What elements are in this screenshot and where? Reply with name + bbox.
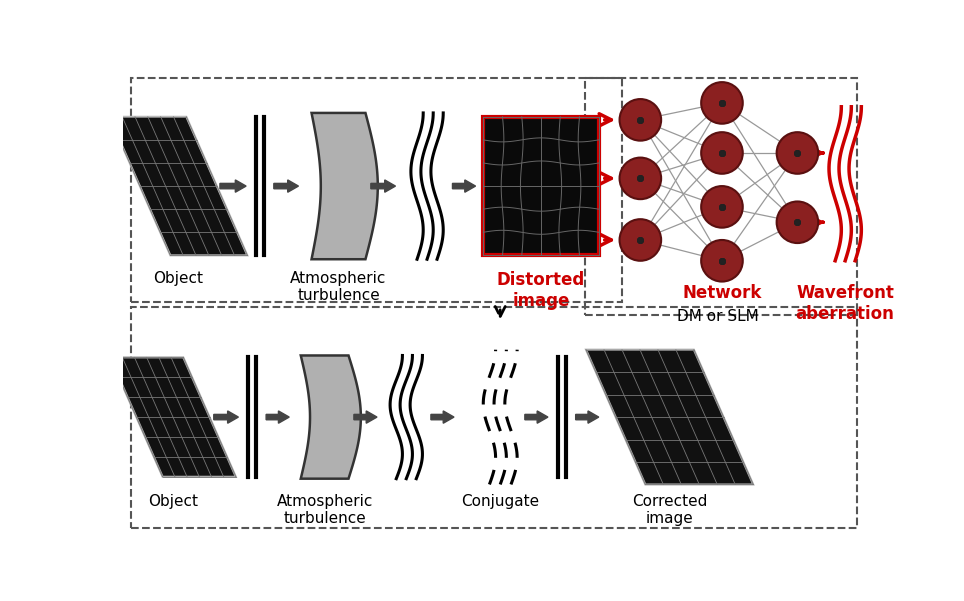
Polygon shape [301,355,361,478]
Polygon shape [354,411,377,423]
Polygon shape [586,350,753,484]
Point [790,218,805,227]
Polygon shape [220,180,246,192]
Text: DM or SLM: DM or SLM [678,310,759,325]
Point [714,256,730,266]
Point [632,235,648,245]
Polygon shape [311,113,378,259]
Text: Distorted
image: Distorted image [496,271,585,310]
Circle shape [701,186,742,228]
Point [632,235,648,245]
Point [790,148,805,158]
Point [714,202,730,212]
Text: Corrected
image: Corrected image [632,494,708,526]
Point [714,256,730,266]
Point [714,202,730,212]
Polygon shape [110,358,236,477]
Point [714,256,730,266]
Point [632,235,648,245]
Point [632,174,648,183]
Point [632,174,648,183]
Point [714,202,730,212]
Point [790,218,805,227]
Point [790,148,805,158]
Circle shape [701,132,742,174]
Circle shape [620,157,661,199]
Point [714,98,730,108]
Polygon shape [109,117,248,255]
Bar [483,117,599,255]
Circle shape [777,201,818,243]
Point [714,98,730,108]
Point [714,148,730,158]
Text: Wavefront
aberration: Wavefront aberration [795,284,895,323]
Point [632,235,648,245]
Point [632,174,648,183]
Text: Atmospheric
turbulence: Atmospheric turbulence [290,271,387,303]
Text: Network: Network [683,284,762,302]
Point [714,98,730,108]
Point [790,218,805,227]
Point [714,202,730,212]
Point [714,202,730,212]
Text: Object: Object [147,494,198,509]
Point [714,98,730,108]
Polygon shape [266,411,289,423]
Point [714,148,730,158]
Polygon shape [431,411,454,423]
Circle shape [620,219,661,261]
Point [714,148,730,158]
Circle shape [701,82,742,124]
Point [714,256,730,266]
Polygon shape [371,180,395,192]
Polygon shape [524,411,548,423]
Circle shape [701,240,742,281]
Text: Object: Object [153,271,203,286]
Point [790,148,805,158]
Polygon shape [214,411,238,423]
Point [632,115,648,124]
Point [714,148,730,158]
Text: Conjugate: Conjugate [461,494,539,509]
Point [714,256,730,266]
Circle shape [620,99,661,141]
Point [714,148,730,158]
Polygon shape [274,180,299,192]
Point [790,218,805,227]
Circle shape [777,132,818,174]
Point [714,98,730,108]
Point [632,115,648,124]
Text: Atmospheric
turbulence: Atmospheric turbulence [277,494,373,526]
Polygon shape [452,180,475,192]
Point [632,115,648,124]
Point [632,115,648,124]
Point [632,174,648,183]
Polygon shape [576,411,599,423]
Point [790,148,805,158]
